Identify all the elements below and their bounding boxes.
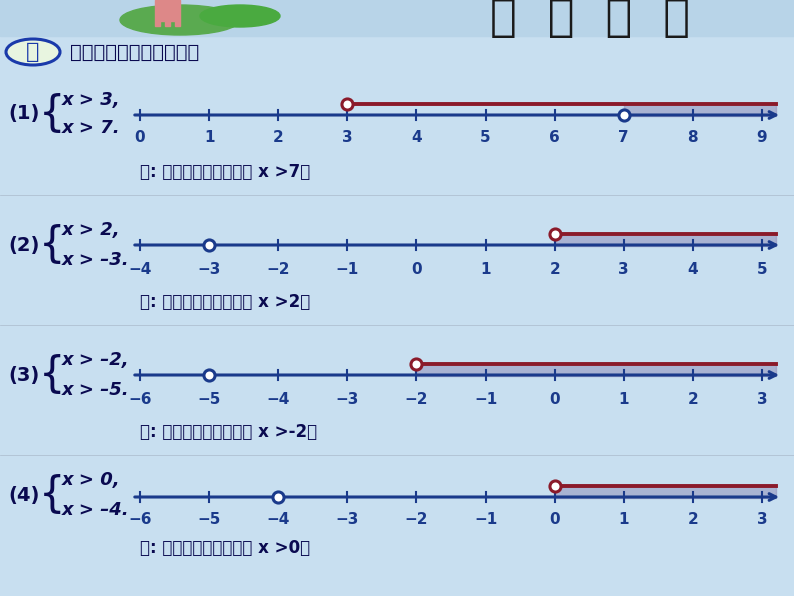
Text: x > 2,: x > 2, bbox=[62, 221, 121, 239]
Text: −5: −5 bbox=[198, 512, 221, 527]
Ellipse shape bbox=[200, 5, 280, 27]
Text: (3): (3) bbox=[8, 365, 39, 384]
Text: (4): (4) bbox=[8, 486, 40, 504]
Text: 1: 1 bbox=[480, 262, 491, 277]
Text: −2: −2 bbox=[405, 392, 428, 407]
Text: 解: 原不等式组的解集为 x >2；: 解: 原不等式组的解集为 x >2； bbox=[140, 293, 310, 311]
Text: x > 3,: x > 3, bbox=[62, 91, 121, 109]
Text: −3: −3 bbox=[336, 512, 359, 527]
Text: 4: 4 bbox=[688, 262, 698, 277]
Text: 例: 例 bbox=[26, 42, 40, 62]
Text: 求下列不等式组的解集：: 求下列不等式组的解集： bbox=[70, 42, 199, 61]
Text: 0: 0 bbox=[411, 262, 422, 277]
Text: 1: 1 bbox=[619, 392, 629, 407]
Bar bbox=[555, 233, 776, 246]
Text: 0: 0 bbox=[549, 392, 560, 407]
Text: −1: −1 bbox=[336, 262, 359, 277]
Text: −2: −2 bbox=[405, 512, 428, 527]
Text: 6: 6 bbox=[549, 130, 560, 145]
Text: 2: 2 bbox=[688, 512, 698, 527]
Text: 2: 2 bbox=[688, 392, 698, 407]
Bar bbox=[416, 363, 776, 376]
Text: 大  大  取  大: 大 大 取 大 bbox=[490, 0, 690, 39]
Text: 0: 0 bbox=[135, 130, 145, 145]
Bar bbox=[624, 103, 776, 116]
Text: 3: 3 bbox=[619, 262, 629, 277]
Text: x > –5.: x > –5. bbox=[62, 381, 129, 399]
Text: 3: 3 bbox=[757, 512, 767, 527]
Text: 9: 9 bbox=[757, 130, 767, 145]
Text: −3: −3 bbox=[336, 392, 359, 407]
Text: 2: 2 bbox=[549, 262, 560, 277]
Text: 1: 1 bbox=[204, 130, 214, 145]
Text: 5: 5 bbox=[480, 130, 491, 145]
Text: 3: 3 bbox=[757, 392, 767, 407]
Text: x > –4.: x > –4. bbox=[62, 501, 129, 519]
Text: x > –2,: x > –2, bbox=[62, 351, 129, 369]
Text: x > 0,: x > 0, bbox=[62, 471, 121, 489]
Text: 0: 0 bbox=[549, 512, 560, 527]
Text: x > 7.: x > 7. bbox=[62, 119, 121, 137]
Text: 4: 4 bbox=[411, 130, 422, 145]
Polygon shape bbox=[155, 0, 180, 26]
Text: {: { bbox=[39, 93, 65, 135]
Text: −6: −6 bbox=[129, 392, 152, 407]
Text: (1): (1) bbox=[8, 104, 40, 123]
Text: −4: −4 bbox=[267, 392, 290, 407]
Ellipse shape bbox=[6, 39, 60, 65]
Text: 7: 7 bbox=[619, 130, 629, 145]
Text: x > –3.: x > –3. bbox=[62, 251, 129, 269]
Text: 8: 8 bbox=[688, 130, 698, 145]
Text: {: { bbox=[39, 224, 65, 266]
Text: −3: −3 bbox=[198, 262, 221, 277]
Bar bbox=[555, 485, 776, 498]
Text: 1: 1 bbox=[619, 512, 629, 527]
Text: −6: −6 bbox=[129, 512, 152, 527]
Text: −4: −4 bbox=[267, 512, 290, 527]
Text: 解: 原不等式组的解集为 x >7；: 解: 原不等式组的解集为 x >7； bbox=[140, 163, 310, 181]
Text: −1: −1 bbox=[474, 392, 497, 407]
Text: −4: −4 bbox=[129, 262, 152, 277]
Text: 解: 原不等式组的解集为 x >0。: 解: 原不等式组的解集为 x >0。 bbox=[140, 539, 310, 557]
Text: −2: −2 bbox=[267, 262, 290, 277]
Text: {: { bbox=[39, 474, 65, 516]
Text: (2): (2) bbox=[8, 235, 40, 254]
Text: 5: 5 bbox=[757, 262, 767, 277]
Text: −5: −5 bbox=[198, 392, 221, 407]
Text: 解: 原不等式组的解集为 x >-2；: 解: 原不等式组的解集为 x >-2； bbox=[140, 423, 317, 441]
Text: −1: −1 bbox=[474, 512, 497, 527]
Text: {: { bbox=[39, 354, 65, 396]
Text: 2: 2 bbox=[273, 130, 283, 145]
Text: 3: 3 bbox=[342, 130, 353, 145]
Ellipse shape bbox=[120, 5, 240, 35]
Bar bbox=[0, 0, 794, 36]
